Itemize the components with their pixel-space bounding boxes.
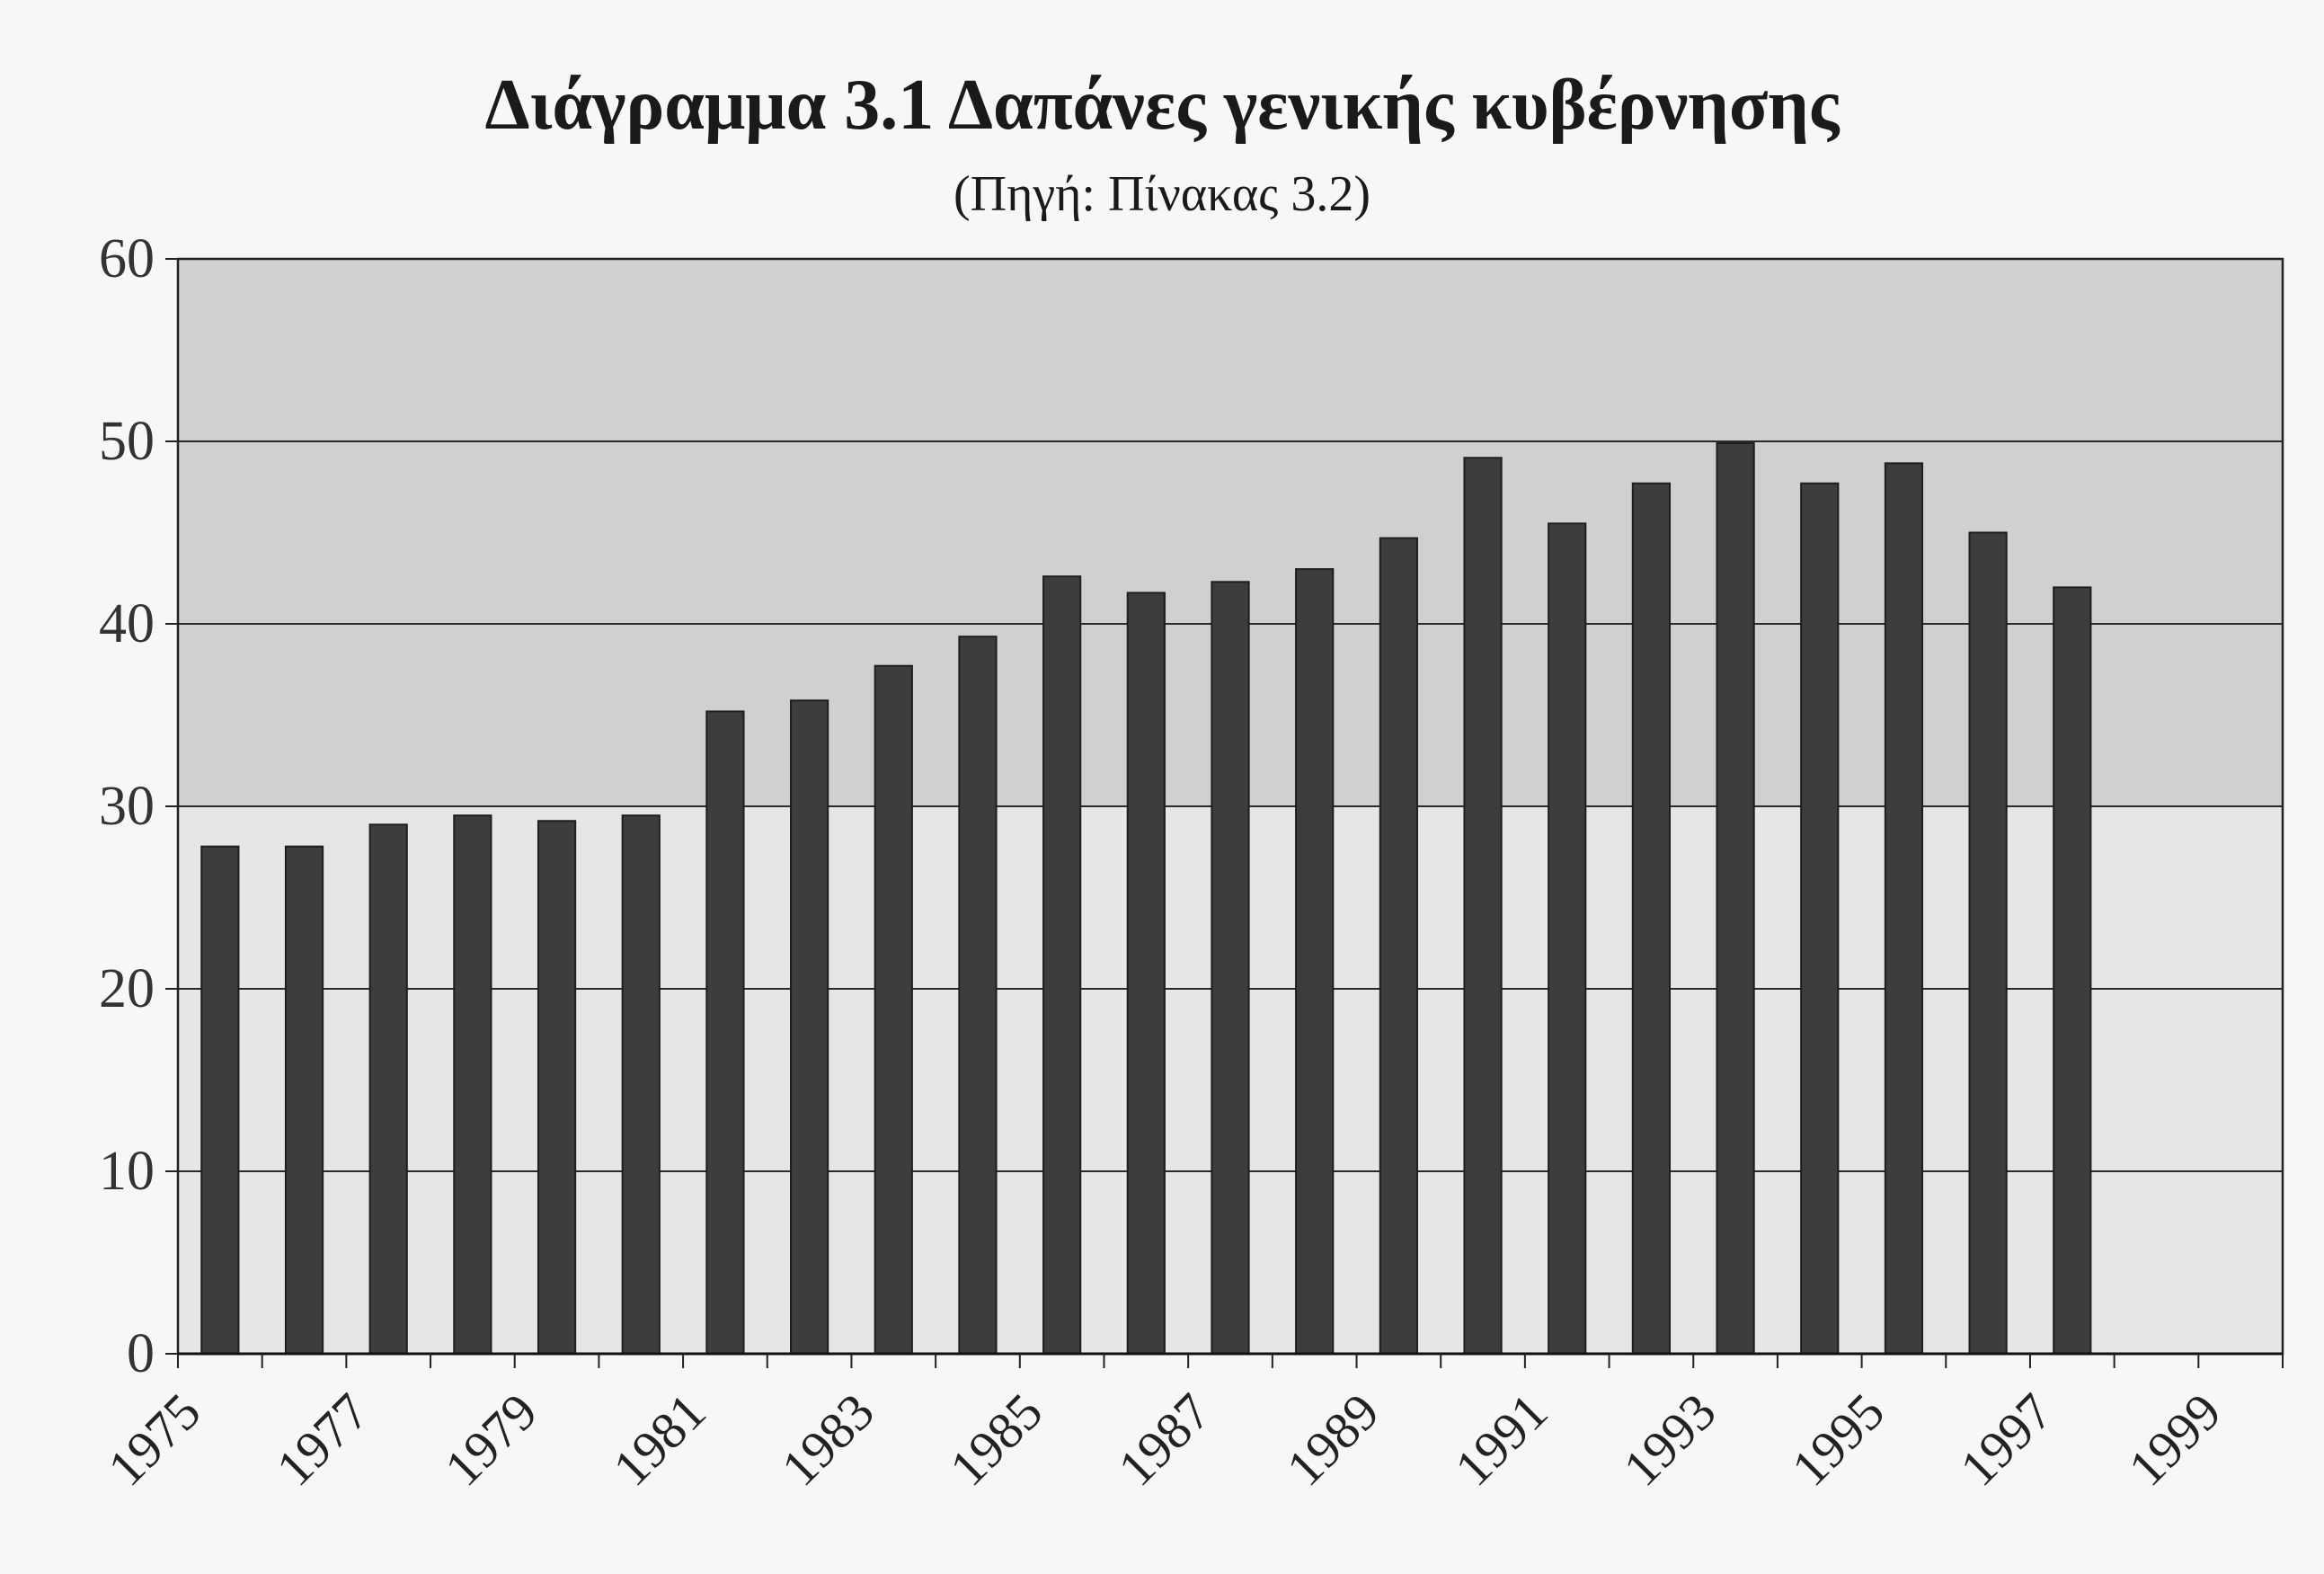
bar — [1548, 522, 1587, 1355]
x-tick-label: 1983 — [770, 1383, 885, 1498]
x-tick-label: 1985 — [938, 1383, 1053, 1498]
bar — [874, 664, 913, 1355]
x-tick-label: 1977 — [265, 1383, 380, 1498]
bar — [1463, 457, 1503, 1355]
bar — [621, 814, 661, 1355]
x-tick-label: 1993 — [1612, 1383, 1727, 1498]
y-tick-label: 30 — [99, 776, 155, 837]
bar — [1716, 442, 1755, 1355]
y-tick-label: 10 — [99, 1141, 155, 1202]
bar — [958, 636, 998, 1355]
bar — [200, 845, 240, 1355]
x-tick-label: 1995 — [1780, 1383, 1895, 1498]
x-tick-label: 1997 — [1948, 1383, 2063, 1498]
bar — [537, 820, 577, 1355]
y-tick-label: 0 — [127, 1323, 155, 1384]
x-tick-label: 1981 — [602, 1383, 717, 1498]
x-tick-label: 1975 — [96, 1383, 211, 1498]
x-tick-label: 1979 — [433, 1383, 548, 1498]
bar — [284, 845, 324, 1355]
y-tick-label: 60 — [99, 228, 155, 289]
x-tick-label: 1999 — [2117, 1383, 2232, 1498]
x-tick-label: 1991 — [1443, 1383, 1558, 1498]
bar — [1884, 462, 1924, 1355]
bar — [789, 699, 829, 1355]
y-tick-label: 50 — [99, 411, 155, 472]
bar — [453, 814, 492, 1355]
bar — [1295, 568, 1335, 1355]
x-tick-label: 1987 — [1107, 1383, 1222, 1498]
bar — [1042, 575, 1082, 1355]
chart-subtitle: (Πηγή: Πίνακας 3.2) — [953, 166, 1371, 222]
bar — [1211, 581, 1250, 1355]
bar — [368, 823, 408, 1355]
x-tick-label: 1989 — [1275, 1383, 1390, 1498]
bar — [1968, 531, 2008, 1355]
y-tick-label: 40 — [99, 593, 155, 654]
bar — [2053, 586, 2092, 1355]
bar — [1631, 482, 1672, 1355]
bar — [705, 710, 745, 1355]
y-tick-label: 20 — [99, 958, 155, 1019]
bar — [1126, 591, 1166, 1355]
bar — [1379, 537, 1418, 1355]
chart-title: Διάγραμμα 3.1 Δαπάνες γενικής κυβέρνησης — [484, 66, 1840, 145]
bar — [1800, 482, 1840, 1355]
